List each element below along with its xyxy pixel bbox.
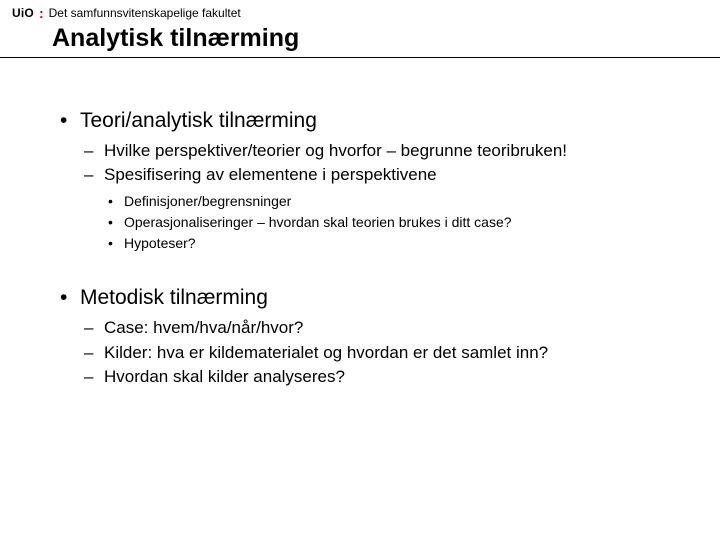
logo-faculty: Det samfunnsvitenskapelige fakultet — [49, 6, 241, 20]
list-item-label: Hypoteser? — [124, 235, 196, 251]
list-item: Kilder: hva er kildematerialet og hvorda… — [80, 342, 680, 364]
list-item: Definisjoner/begrensninger — [104, 192, 680, 212]
list-item-label: Hvordan skal kilder analyseres? — [104, 367, 345, 386]
list-item: Metodisk tilnærming Case: hvem/hva/når/h… — [56, 285, 680, 388]
page-title: Analytisk tilnærming — [52, 24, 720, 53]
logo: UiO : Det samfunnsvitenskapelige fakulte… — [12, 6, 708, 20]
list-item: Operasjonaliseringer – hvordan skal teor… — [104, 213, 680, 233]
bullet-list-lvl2: Hvilke perspektiver/teorier og hvorfor –… — [80, 140, 680, 253]
list-item-label: Kilder: hva er kildematerialet og hvorda… — [104, 343, 548, 362]
logo-prefix: UiO — [12, 6, 34, 20]
list-item: Hypoteser? — [104, 234, 680, 254]
bullet-list-lvl2: Case: hvem/hva/når/hvor? Kilder: hva er … — [80, 317, 680, 387]
content: Teori/analytisk tilnærming Hvilke perspe… — [0, 58, 720, 388]
list-item-label: Teori/analytisk tilnærming — [80, 109, 317, 132]
list-item-label: Hvilke perspektiver/teorier og hvorfor –… — [104, 141, 567, 160]
title-wrap: Analytisk tilnærming — [0, 22, 720, 53]
list-item-label: Case: hvem/hva/når/hvor? — [104, 318, 303, 337]
list-item: Hvordan skal kilder analyseres? — [80, 366, 680, 388]
list-item: Case: hvem/hva/når/hvor? — [80, 317, 680, 339]
list-item: Teori/analytisk tilnærming Hvilke perspe… — [56, 108, 680, 253]
bullet-list-lvl1: Metodisk tilnærming Case: hvem/hva/når/h… — [56, 285, 680, 388]
slide: { "logo": { "prefix": "UiO", "rest": "De… — [0, 0, 720, 540]
list-item-label: Spesifisering av elementene i perspektiv… — [104, 165, 437, 184]
bullet-list-lvl1: Teori/analytisk tilnærming Hvilke perspe… — [56, 108, 680, 253]
section-gap — [56, 261, 680, 285]
bullet-list-lvl3: Definisjoner/begrensninger Operasjonalis… — [104, 192, 680, 253]
logo-separator-icon: : — [39, 7, 44, 19]
header-bar: UiO : Det samfunnsvitenskapelige fakulte… — [0, 0, 720, 22]
list-item: Hvilke perspektiver/teorier og hvorfor –… — [80, 140, 680, 162]
list-item: Spesifisering av elementene i perspektiv… — [80, 164, 680, 253]
list-item-label: Operasjonaliseringer – hvordan skal teor… — [124, 214, 512, 230]
list-item-label: Definisjoner/begrensninger — [124, 193, 291, 209]
list-item-label: Metodisk tilnærming — [80, 286, 268, 309]
